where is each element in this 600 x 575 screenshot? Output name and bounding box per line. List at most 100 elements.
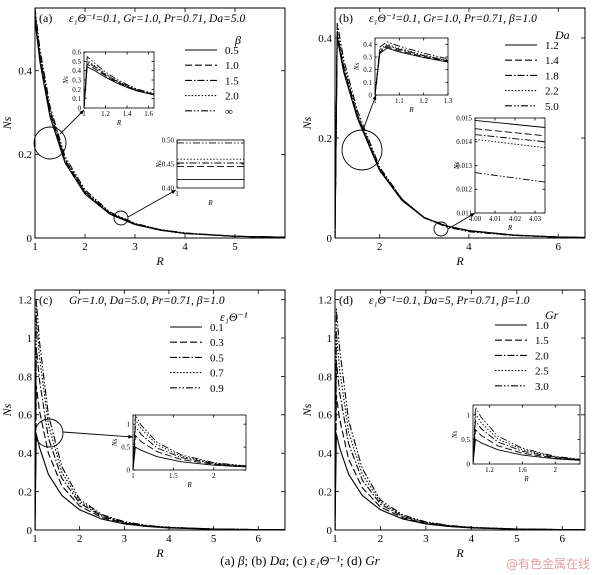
panel-b-inset2-frame <box>474 117 546 214</box>
panel-a-inset1-xtick-label: 1 <box>82 110 86 118</box>
panel-d-legend-label-2: 1.5 <box>535 335 549 347</box>
panel-a-ytick-label: 0.2 <box>18 149 32 161</box>
panel-d-legend-label-1: 1.0 <box>535 320 549 332</box>
panel-c-inset1-ylabel: Ns <box>111 439 119 448</box>
panel-b-line-series-5 <box>335 22 585 238</box>
panel-a-inset1-line-series-5 <box>84 56 154 108</box>
panel-a-legend-label-2: 1.0 <box>225 60 239 72</box>
panel-d-inset1-ytick-label: 0.5 <box>461 436 470 444</box>
panel-c-inset1-xtick-label: 1.5 <box>169 472 178 480</box>
panel-c-zoom-arrowhead-1 <box>128 434 133 439</box>
panel-b-header: ε₁Θ⁻¹=0.1, Gr=1.0, Pr=0.71, β=1.0 <box>369 13 537 25</box>
panel-d-legend-label-4: 2.5 <box>535 366 549 378</box>
panel-b-inset2-xlabel: R <box>507 224 513 232</box>
panel-c-xtick-label: 3 <box>122 533 128 545</box>
panel-d-inset1: 1.2 1.6 2 0 0.5 1 R Ns <box>451 404 581 483</box>
panel-b-xlabel: R <box>455 254 464 268</box>
panel-a-legend-label-4: 2.0 <box>225 91 239 103</box>
panel-b-zoom-arrow-2 <box>447 212 476 230</box>
panel-d: 1 2 3 4 5 6 0 0.2 0.4 0.6 0.8 1 1.2 R Ns (d) ε₁Θ⁻¹=0.1, … <box>300 289 586 560</box>
panel-c-inset1-xtick-label: 1 <box>131 472 135 480</box>
panel-b-legend-label-5: 5.0 <box>545 101 559 113</box>
panel-c-plot-area <box>35 299 285 530</box>
panel-c: 1 2 3 4 5 6 0 0.2 0.4 0.6 0.8 1 1.2 R Ns (c) Gr=1.0, Da=… <box>0 289 286 560</box>
panel-a-xlabel: R <box>155 254 164 268</box>
panel-b-inset1-frame <box>374 37 449 96</box>
panel-a-inset1-ylabel: Ns <box>62 76 70 85</box>
panel-c-legend-title: ε₁Θ⁻¹ <box>220 310 248 324</box>
panel-b-inset1-line-series-3 <box>375 45 448 95</box>
panel-d-inset1-xlabel: R <box>523 475 529 483</box>
panel-a-inset1-xlabel: R <box>116 119 122 127</box>
panel-b-legend-title: Da <box>554 28 570 42</box>
panel-c-ytick-label: 0.8 <box>18 371 32 383</box>
panel-b-inset2-xtick-label: 4.00 <box>469 215 482 223</box>
panel-b-inset1-plot-area <box>375 41 448 95</box>
panel-d-inset1-line-series-2 <box>473 429 580 464</box>
panel-d-xtick-label: 6 <box>560 533 566 545</box>
caption-a-symbol: β <box>237 553 245 568</box>
panel-b-xtick-label: 2 <box>377 241 383 253</box>
panel-b-inset2-ytick-label: 0.015 <box>456 114 472 122</box>
panel-c-xtick-label: 5 <box>211 533 217 545</box>
panel-c-zoom-arrow-1 <box>62 431 134 438</box>
panel-b-inset2-ytick-label: 0.011 <box>457 209 473 217</box>
panel-a-inset1-frame <box>83 51 155 109</box>
panel-d-ytick-label: 1 <box>327 333 333 345</box>
panel-a-inset2-plot-area <box>177 142 244 180</box>
panel-a-xtick-label: 5 <box>232 241 238 253</box>
panel-c-ytick-label: 0.2 <box>18 486 32 498</box>
panel-d-inset1-line-series-1 <box>473 438 580 464</box>
panel-c-inset1-frame <box>132 414 247 471</box>
panel-b-inset1-ytick-label: 0 <box>369 91 373 99</box>
panel-a-inset1-line-series-1 <box>84 66 154 108</box>
panel-b-inset2-xtick-label: 4.02 <box>509 215 522 223</box>
panel-b-inset2-plot-area <box>475 119 545 183</box>
panel-c-ylabel: Ns <box>0 403 14 417</box>
panel-d-label: (d) <box>339 293 353 307</box>
panel-d-ytick-label: 0.2 <box>318 486 332 498</box>
panel-a-inset1-ytick-label: 0 <box>78 104 82 112</box>
panel-c-inset1-ytick-label: 1 <box>127 421 131 429</box>
panel-b-inset2-line-series-2 <box>475 128 545 137</box>
panel-a-header: ε₁Θ⁻¹=0.1, Gr=1.0, Pr=0.71, Da=5.0 <box>69 13 245 25</box>
panel-c-inset1-line-series-1 <box>133 446 246 470</box>
panel-d-inset1-ylabel: Ns <box>451 431 459 440</box>
panel-a-inset2-xtick-label: 1 <box>175 190 179 198</box>
panel-b-inset2-ytick-label: 0.012 <box>456 186 472 194</box>
panel-a-inset1-xtick-label: 1.6 <box>144 110 153 118</box>
panel-b-zoom-circle-1 <box>341 129 383 171</box>
panel-b-inset1-xtick-label: 1 <box>373 97 377 105</box>
panel-a-line-series-5 <box>35 8 285 238</box>
panel-a: 1 2 3 4 5 0 0.2 0.4 R Ns (a) ε₁Θ⁻¹=0.1, Gr=1.0, Pr=… <box>0 7 286 268</box>
panel-c-frame <box>34 289 286 531</box>
panel-a-ytick-label: 0 <box>27 233 33 245</box>
panel-a-plot-area <box>35 8 285 238</box>
panel-c-xtick-label: 4 <box>166 533 172 545</box>
panel-d-inset1-xtick-label: 2 <box>554 466 558 474</box>
panel-c-legend-label-1: 0.1 <box>210 322 224 334</box>
panel-b-inset2-line-series-3 <box>475 134 545 143</box>
panel-a-xtick-label: 2 <box>82 241 88 253</box>
panel-b-inset2-line-series-1 <box>475 119 545 128</box>
panel-c-legend-label-4: 0.7 <box>210 368 224 380</box>
panel-a-inset1-line-series-2 <box>84 63 154 108</box>
panel-a-inset2-ytick-label: 0.45 <box>162 160 175 168</box>
panel-c-ytick-label: 0.6 <box>18 410 32 422</box>
panel-d-line-series-3 <box>335 360 585 530</box>
panel-c-zoom-circle-1 <box>34 418 64 448</box>
panel-b-plot-area <box>335 22 585 238</box>
panel-c-inset1-xlabel: R <box>186 481 192 489</box>
caption-b-symbol: Da <box>269 553 286 568</box>
panel-d-xtick-label: 2 <box>378 533 384 545</box>
panel-c-xtick-label: 6 <box>255 533 261 545</box>
panel-d-line-series-5 <box>335 308 585 530</box>
panel-b-inset2-ylabel: Ns <box>453 162 461 171</box>
panel-a-ylabel: Ns <box>0 116 14 130</box>
caption-a: (a) <box>220 553 238 568</box>
panel-d-xtick-label: 1 <box>332 533 338 545</box>
panel-b-inset1-line-series-4 <box>375 43 448 95</box>
panel-c-xtick-label: 1 <box>32 533 38 545</box>
panel-b-ylabel: Ns <box>300 116 314 130</box>
panel-a-zoom-arrowhead-2 <box>171 190 176 194</box>
